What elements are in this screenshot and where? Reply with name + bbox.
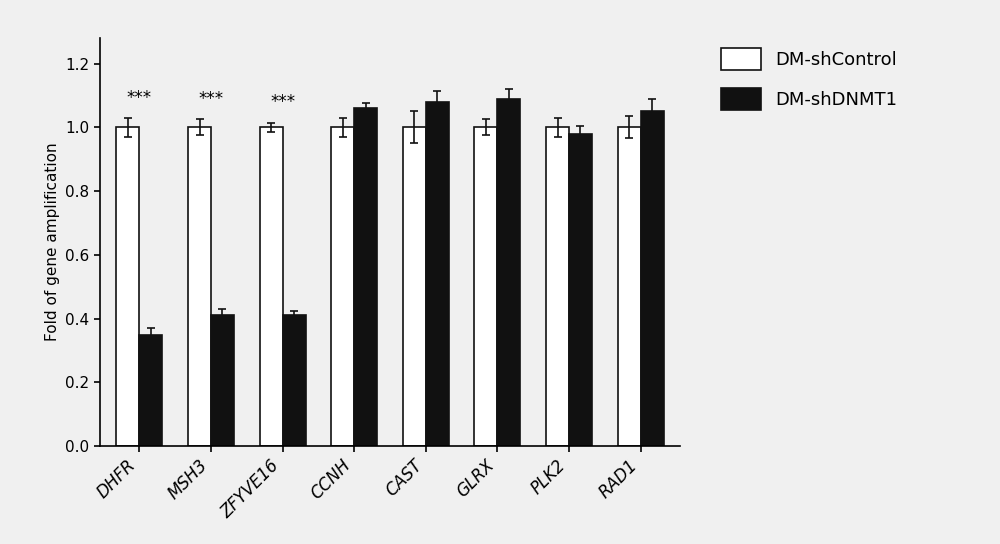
Bar [139,335,162,446]
Bar [403,127,426,446]
Bar [497,98,520,446]
Bar [188,127,211,446]
Bar [354,108,377,446]
Legend: DM-shControl, DM-shDNMT1: DM-shControl, DM-shDNMT1 [712,39,906,119]
Text: ***: *** [270,94,295,112]
Text: ***: *** [127,89,152,107]
Bar [260,127,283,446]
Bar [283,316,306,446]
Bar [546,127,569,446]
Bar [426,102,449,446]
Bar [569,134,592,446]
Bar [474,127,497,446]
Text: ***: *** [198,90,224,108]
Y-axis label: Fold of gene amplification: Fold of gene amplification [45,143,60,342]
Bar [331,127,354,446]
Bar [641,112,664,446]
Bar [618,127,641,446]
Bar [116,127,139,446]
Bar [211,316,234,446]
